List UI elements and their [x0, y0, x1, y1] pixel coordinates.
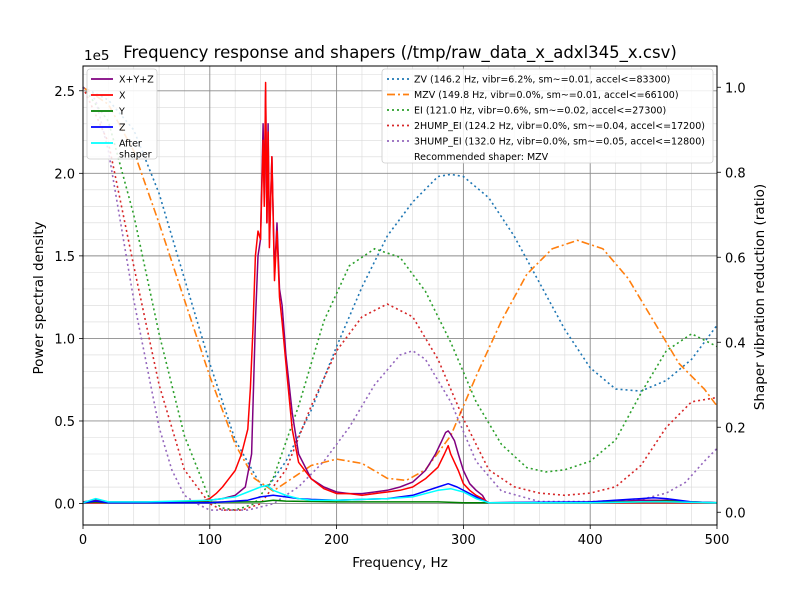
psd-curve-1	[83, 81, 717, 504]
y-tick-label: 0.5	[54, 415, 75, 430]
psd-legend-label: X	[119, 91, 126, 102]
x-tick-label: 0	[79, 533, 87, 548]
shaper-legend-label: 3HUMP_EI (132.0 Hz, vibr=0.0%, sm~=0.05,…	[414, 137, 705, 148]
psd-legend-label: After	[119, 139, 142, 150]
shaper-curve-3	[82, 86, 718, 511]
psd-curve-4	[82, 484, 718, 504]
y-axis-label: Power spectral density	[31, 221, 47, 374]
plot-frame	[82, 65, 718, 526]
psd-curve-3	[82, 482, 718, 504]
x-tick-label: 200	[324, 533, 349, 548]
psd-legend-label: X+Y+Z	[119, 75, 154, 86]
shaper-legend: ZV (146.2 Hz, vibr=6.2%, sm~=0.01, accel…	[381, 68, 714, 164]
x-axis-label: Frequency, Hz	[352, 555, 448, 571]
psd-curves	[82, 81, 718, 504]
y-tick-label: 2.5	[54, 85, 75, 100]
shaper-curves	[82, 86, 718, 511]
x-tick-label: 500	[705, 533, 730, 548]
axes: 0 100 200 300 400 500 0.0 0.5 1.0 1.5 2.0 2.5 0.0 0.2…	[54, 81, 745, 548]
psd-legend-label: Z	[119, 123, 126, 134]
y2-tick-label: 0.4	[725, 336, 746, 351]
x-tick-label: 400	[578, 533, 603, 548]
y2-tick-label: 1.0	[725, 81, 746, 96]
y2-tick-label: 0.2	[725, 421, 746, 436]
y2-tick-label: 0.8	[725, 166, 746, 181]
chart-title: Frequency response and shapers (/tmp/raw…	[123, 43, 677, 63]
shaper-legend-label: EI (121.0 Hz, vibr=0.6%, sm~=0.02, accel…	[414, 106, 666, 117]
x-tick-label: 300	[451, 533, 476, 548]
psd-legend-box	[86, 68, 158, 160]
psd-legend-label: Y	[118, 107, 125, 118]
y-tick-label: 0.0	[54, 498, 75, 513]
y2-axis-label: Shaper vibration reduction (ratio)	[752, 184, 768, 410]
shaper-legend-label: ZV (146.2 Hz, vibr=6.2%, sm~=0.01, accel…	[414, 75, 670, 86]
y-tick-label: 1.0	[54, 332, 75, 347]
shaper-legend-label: MZV (149.8 Hz, vibr=0.0%, sm~=0.01, acce…	[414, 90, 679, 101]
shaper-legend-box	[381, 68, 714, 164]
shaper-legend-label: 2HUMP_EI (124.2 Hz, vibr=0.0%, sm~=0.04,…	[414, 121, 705, 132]
recommended-shaper-label: Recommended shaper: MZV	[414, 152, 549, 163]
y2-tick-label: 0.0	[725, 506, 746, 521]
shaper-curve-1	[82, 86, 718, 492]
y-tick-label: 2.0	[54, 167, 75, 182]
y-exponent-label: 1e5	[84, 48, 109, 64]
x-tick-label: 100	[197, 533, 222, 548]
psd-legend-label: shaper	[119, 150, 152, 161]
shaper-curve-4	[82, 86, 718, 511]
y-tick-label: 1.5	[54, 250, 75, 265]
shaper-curve-2	[82, 86, 718, 511]
y2-tick-label: 0.6	[725, 251, 746, 266]
